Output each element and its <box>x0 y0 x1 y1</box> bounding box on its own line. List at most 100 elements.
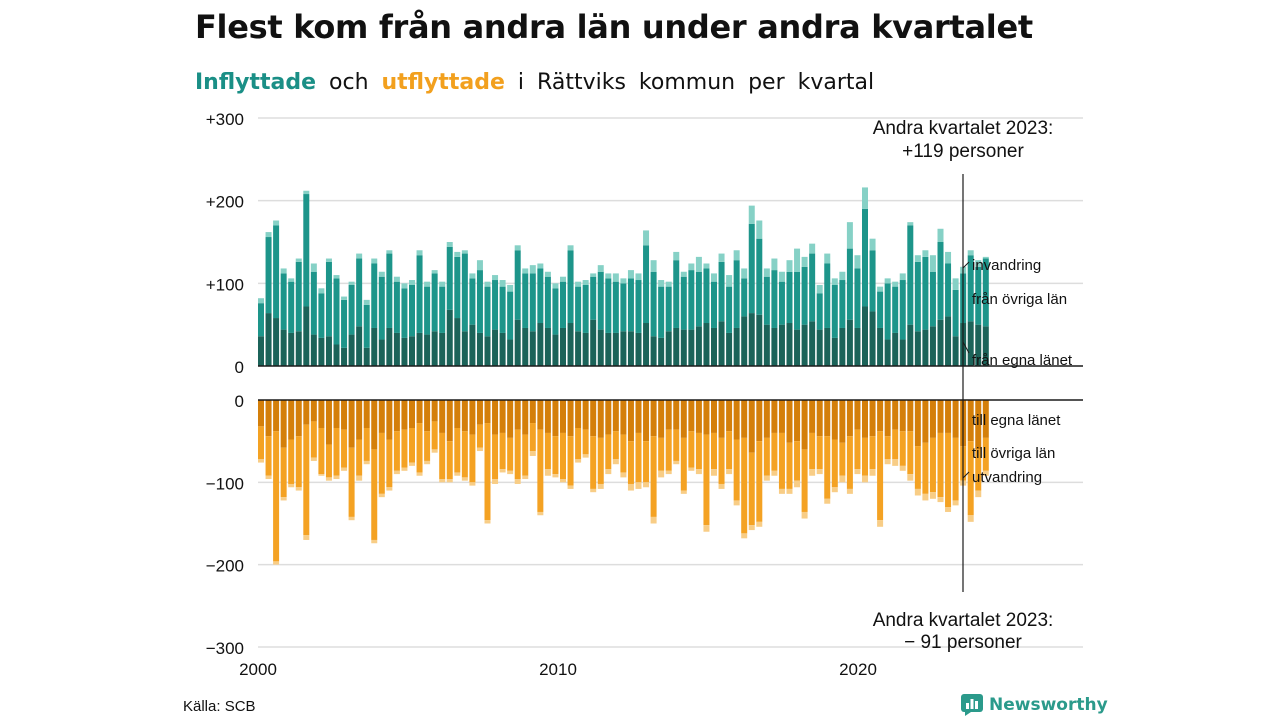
in-bar-segment <box>318 293 325 338</box>
out-bar-segment <box>454 472 461 476</box>
label-leader <box>962 261 970 269</box>
annotation-bottom-value: − 91 personer <box>904 632 1022 653</box>
subtitle-word: per <box>748 70 785 95</box>
in-bar-segment <box>590 319 597 366</box>
in-bar-segment <box>688 263 695 271</box>
out-bar-segment <box>552 400 559 437</box>
out-bar-segment <box>952 437 959 501</box>
out-bar-segment <box>393 431 400 471</box>
in-bar-segment <box>816 329 823 366</box>
in-bar-segment <box>356 326 363 366</box>
out-bar-segment <box>318 427 325 475</box>
out-bar-segment <box>446 441 453 480</box>
out-bar-segment <box>597 437 604 484</box>
in-bar-segment <box>552 283 559 289</box>
out-bar-segment <box>469 482 476 486</box>
out-bar-segment <box>839 400 846 443</box>
in-bar-segment <box>824 253 831 264</box>
in-bar-segment <box>454 256 461 319</box>
out-bar-segment <box>303 424 310 536</box>
in-bar-segment <box>484 281 491 287</box>
out-bar-segment <box>680 490 687 494</box>
in-bar-segment <box>877 286 884 292</box>
in-bar-segment <box>643 245 650 324</box>
out-bar-segment <box>514 479 521 484</box>
in-bar-segment <box>877 327 884 366</box>
in-bar-segment <box>892 286 899 333</box>
in-bar-segment <box>816 293 823 330</box>
out-bar-segment <box>673 429 680 461</box>
in-bar-segment <box>318 337 325 366</box>
in-bar-segment <box>560 276 566 282</box>
y-tick-label: +200 <box>206 193 244 212</box>
in-bar-segment <box>748 205 755 224</box>
in-bar-segment <box>386 250 393 254</box>
out-bar-segment <box>567 436 574 486</box>
in-bar-segment <box>582 284 589 333</box>
out-bar-segment <box>763 475 770 481</box>
out-bar-segment <box>786 442 793 489</box>
out-bar-segment <box>756 400 763 442</box>
in-bar-segment <box>877 291 884 328</box>
out-bar-segment <box>801 449 808 512</box>
in-bar-segment <box>492 329 499 366</box>
out-bar-segment <box>424 460 431 465</box>
in-bar-segment <box>409 284 415 337</box>
in-bar-segment <box>612 273 619 282</box>
out-bar-segment <box>620 434 627 473</box>
in-bar-segment <box>280 329 287 366</box>
out-bar-segment <box>393 400 400 432</box>
in-bar-segment <box>650 271 657 337</box>
in-bar-segment <box>839 280 846 328</box>
in-bar-segment <box>386 327 393 366</box>
in-bar-segment <box>514 319 521 366</box>
annotation-top-title: Andra kvartalet 2023: <box>873 118 1054 139</box>
out-bar-segment <box>877 520 884 527</box>
out-bar-segment <box>454 427 461 473</box>
out-bar-segment <box>544 432 551 470</box>
brand: Newsworthy <box>961 694 1108 716</box>
out-bar-segment <box>461 431 468 478</box>
out-bar-segment <box>325 400 332 445</box>
in-bar-segment <box>537 268 544 324</box>
in-bar-segment <box>695 326 702 366</box>
in-bar-segment <box>325 336 332 366</box>
out-bar-segment <box>295 436 302 488</box>
series-label-out: till egna länet <box>972 412 1061 429</box>
in-bar-segment <box>733 250 740 261</box>
out-bar-segment <box>386 400 393 440</box>
out-bar-segment <box>333 475 340 480</box>
in-bar-segment <box>907 225 914 325</box>
out-bar-segment <box>756 441 763 522</box>
in-bar-segment <box>658 337 665 366</box>
out-bar-segment <box>794 400 801 442</box>
out-bar-segment <box>786 400 793 443</box>
out-bar-segment <box>809 469 816 476</box>
out-bar-segment <box>295 487 302 491</box>
series-label-in: invandring <box>972 257 1041 274</box>
out-bar-segment <box>265 436 272 476</box>
out-bar-segment <box>869 469 876 476</box>
out-bar-segment <box>575 427 582 460</box>
out-bar-segment <box>650 436 657 517</box>
out-bar-segment <box>945 432 952 508</box>
out-bar-segment <box>378 432 385 494</box>
out-bar-segment <box>929 437 936 493</box>
in-bar-segment <box>718 321 725 366</box>
out-bar-segment <box>348 516 355 521</box>
out-bar-segment <box>703 400 710 435</box>
subtitle-word: Rättviks <box>537 70 626 95</box>
out-bar-segment <box>680 400 687 438</box>
out-bar-segment <box>982 437 989 471</box>
out-bar-segment <box>567 485 574 489</box>
in-bar-segment <box>522 273 529 328</box>
in-bar-segment <box>439 332 446 366</box>
in-bar-segment <box>673 327 680 366</box>
out-bar-segment <box>469 400 476 435</box>
out-bar-segment <box>356 400 363 440</box>
in-bar-segment <box>786 323 793 366</box>
out-bar-segment <box>288 439 295 484</box>
out-bar-segment <box>711 469 717 476</box>
in-bar-segment <box>393 332 400 366</box>
out-bar-segment <box>431 400 438 422</box>
